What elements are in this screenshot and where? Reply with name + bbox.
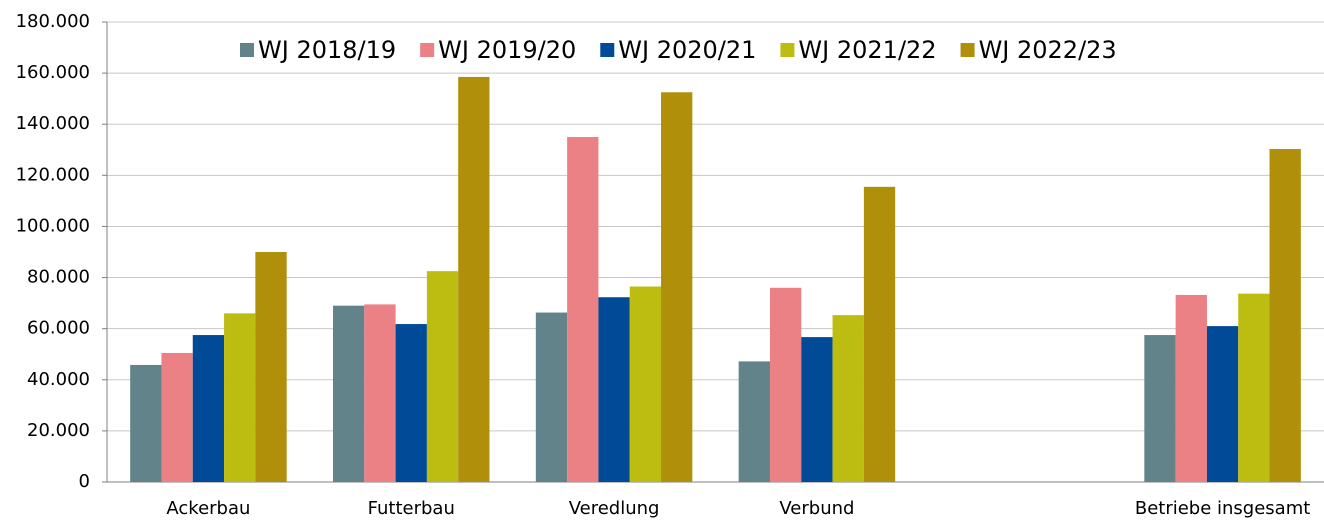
- legend-swatch: [420, 43, 435, 57]
- bar: [364, 304, 396, 482]
- legend-label: WJ 2019/20: [438, 36, 576, 64]
- x-tick-label: Ackerbau: [166, 498, 250, 519]
- bar: [1175, 294, 1207, 482]
- legend-swatch: [240, 43, 254, 57]
- x-tick-label: Betriebe insgesamt: [1135, 498, 1310, 519]
- bar: [832, 315, 864, 482]
- bar: [161, 352, 193, 482]
- legend-swatch: [960, 43, 975, 57]
- y-tick-label: 40.000: [27, 369, 90, 390]
- y-tick-label: 180.000: [16, 11, 90, 32]
- bar: [1206, 326, 1239, 482]
- bar: [426, 271, 459, 482]
- legend-label: WJ 2022/23: [979, 36, 1117, 64]
- y-tick-label: 20.000: [27, 420, 90, 441]
- bar: [863, 186, 896, 483]
- bar: [535, 312, 568, 482]
- x-tick-label: Veredlung: [569, 498, 660, 519]
- y-tick-label: 120.000: [16, 164, 90, 185]
- legend-swatch: [600, 43, 615, 57]
- bar: [769, 287, 802, 482]
- bar: [395, 324, 427, 482]
- bar: [458, 76, 490, 482]
- y-tick-label: 80.000: [27, 267, 90, 288]
- y-tick-label: 100.000: [16, 215, 90, 236]
- bar: [661, 92, 693, 483]
- legend-label: WJ 2020/21: [618, 36, 756, 64]
- y-tick-label: 0: [79, 471, 90, 492]
- bar: [567, 137, 599, 482]
- y-tick-label: 140.000: [16, 113, 90, 134]
- bar: [629, 286, 662, 482]
- bar: [255, 252, 287, 482]
- legend-label: WJ 2021/22: [798, 36, 936, 64]
- bar: [1269, 149, 1301, 482]
- y-tick-label: 60.000: [27, 318, 90, 339]
- y-tick-label: 160.000: [16, 62, 90, 83]
- bar: [333, 305, 365, 482]
- bar: [224, 313, 256, 482]
- legend-label: WJ 2018/19: [258, 36, 396, 64]
- bar: [1144, 335, 1176, 482]
- bar: [192, 335, 225, 482]
- x-tick-label: Futterbau: [368, 498, 455, 519]
- x-tick-label: Verbund: [779, 498, 854, 519]
- bar: [738, 361, 770, 482]
- legend-swatch: [780, 43, 795, 57]
- bar: [130, 364, 162, 482]
- bar: [1238, 293, 1270, 482]
- bar: [598, 297, 630, 482]
- bar: [801, 337, 833, 482]
